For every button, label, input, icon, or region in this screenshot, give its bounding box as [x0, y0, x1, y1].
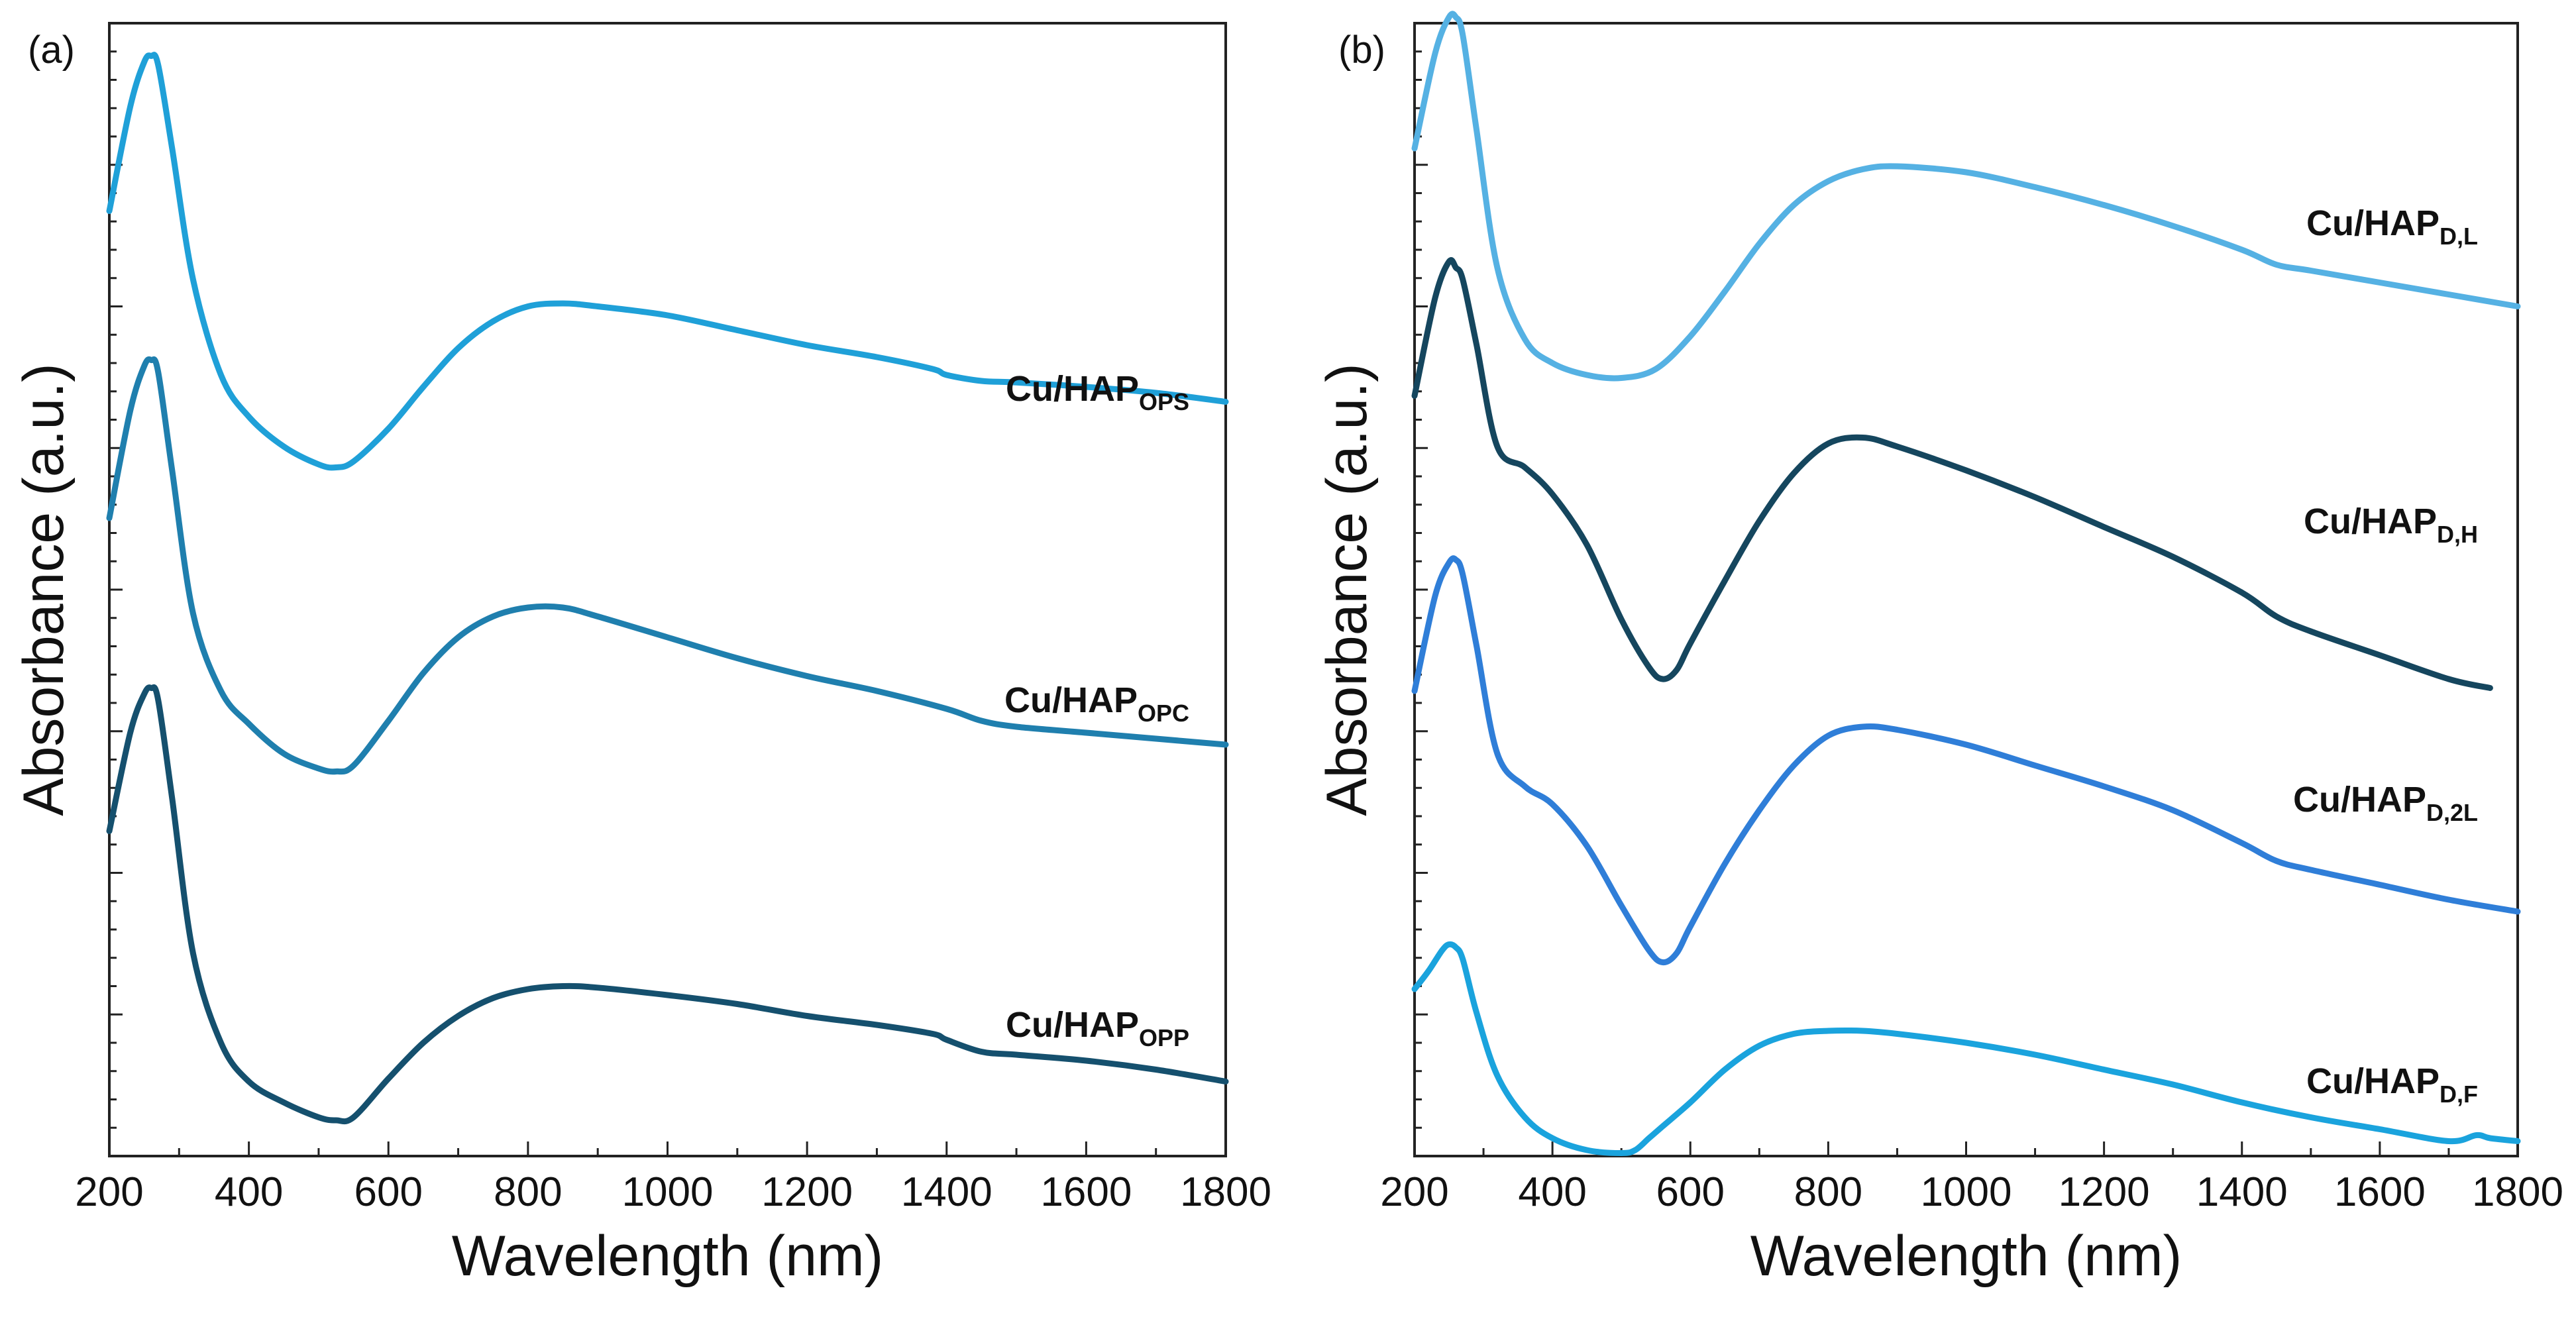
series-line-d-l — [1411, 11, 2521, 382]
series-label: Cu/HAPD,L — [2306, 203, 2478, 250]
series-label: Cu/HAPOPC — [1004, 680, 1189, 727]
series-label: Cu/HAPD,2L — [2293, 780, 2478, 826]
x-tick-label: 400 — [215, 1169, 283, 1215]
x-axis-title: Wavelength (nm) — [1750, 1224, 2182, 1288]
panel-label: (b) — [1338, 28, 1385, 72]
series-line-ops — [106, 52, 1229, 471]
chart-panel-a: 200 400 600 800 1000 1200 1400 1600 1800 (a) Wavel… — [12, 22, 1271, 1288]
series-label: Cu/HAPD,H — [2304, 502, 2478, 548]
x-tick-label: 1400 — [901, 1169, 993, 1215]
x-tick-label: 400 — [1518, 1169, 1586, 1215]
plot-frame — [108, 22, 1227, 1157]
x-tick-label: 1600 — [1040, 1169, 1132, 1215]
x-tick-label: 800 — [494, 1169, 562, 1215]
x-tick-label: 600 — [354, 1169, 423, 1215]
series-line-d-f — [1411, 941, 2521, 1156]
x-tick-label: 1800 — [2472, 1169, 2563, 1215]
series-label: Cu/HAPOPS — [1006, 369, 1189, 415]
x-tick-label: 1200 — [761, 1169, 853, 1215]
series-line-d-h — [1411, 257, 2493, 691]
chart-panel-b: 200 400 600 800 1000 1200 1400 1600 1800 (b) Wavel… — [1315, 11, 2563, 1288]
series-line-opc — [106, 356, 1229, 775]
x-tick-label: 800 — [1794, 1169, 1862, 1215]
x-tick-label: 1800 — [1180, 1169, 1271, 1215]
x-tick-label: 200 — [1380, 1169, 1448, 1215]
y-axis-title: Absorbance (a.u.) — [12, 363, 76, 816]
x-tick-label: 1000 — [1921, 1169, 2012, 1215]
panel-label: (a) — [28, 28, 75, 72]
series-label: Cu/HAPD,F — [2306, 1061, 2478, 1108]
x-tick-label: 200 — [75, 1169, 143, 1215]
x-tick-label: 1200 — [2059, 1169, 2150, 1215]
x-tick-label: 600 — [1656, 1169, 1725, 1215]
y-axis-title: Absorbance (a.u.) — [1315, 363, 1379, 816]
x-tick-label: 1400 — [2196, 1169, 2288, 1215]
series-line-opp — [106, 684, 1229, 1125]
series-label: Cu/HAPOPP — [1006, 1005, 1189, 1051]
plot-frame — [1413, 22, 2519, 1157]
series-line-d-2l — [1411, 555, 2521, 966]
x-axis-title: Wavelength (nm) — [452, 1224, 884, 1288]
x-tick-label: 1000 — [622, 1169, 714, 1215]
x-tick-label: 1600 — [2334, 1169, 2426, 1215]
